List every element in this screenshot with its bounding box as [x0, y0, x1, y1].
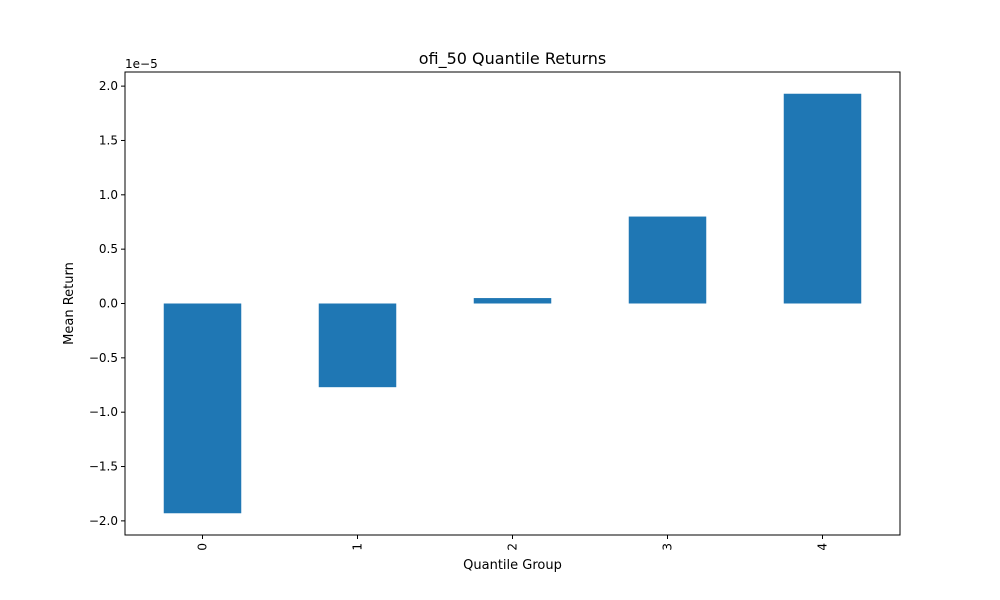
bar-1 [318, 303, 397, 388]
y-tick-label: 0.5 [99, 242, 118, 256]
x-tick-label: 1 [351, 543, 365, 551]
y-tick-label: 1.0 [99, 188, 118, 202]
x-tick-label: 3 [661, 543, 675, 551]
y-tick-label: −1.0 [89, 405, 118, 419]
bar-0 [163, 303, 242, 514]
bars-group [163, 93, 862, 514]
chart-title: ofi_50 Quantile Returns [419, 49, 607, 69]
y-tick-label: 2.0 [99, 79, 118, 93]
bar-3 [628, 216, 707, 304]
y-tick-label: −2.0 [89, 514, 118, 528]
y-tick-label: 0.0 [99, 297, 118, 311]
y-tick-label: −0.5 [89, 351, 118, 365]
x-tick-label: 0 [196, 543, 210, 551]
x-axis-label: Quantile Group [463, 558, 562, 573]
x-tick-label: 4 [816, 543, 830, 551]
bar-4 [783, 93, 862, 304]
y-axis: −2.0 −1.5 −1.0 −0.5 0.0 0.5 1.0 1.5 2.0 [89, 79, 125, 528]
y-axis-label: Mean Return [62, 262, 77, 345]
x-axis: 0 1 2 3 4 [196, 535, 830, 551]
y-offset-label: 1e−5 [125, 57, 158, 71]
x-tick-label: 2 [506, 543, 520, 551]
y-tick-label: −1.5 [89, 460, 118, 474]
bar-2 [473, 298, 552, 304]
y-tick-label: 1.5 [99, 133, 118, 147]
